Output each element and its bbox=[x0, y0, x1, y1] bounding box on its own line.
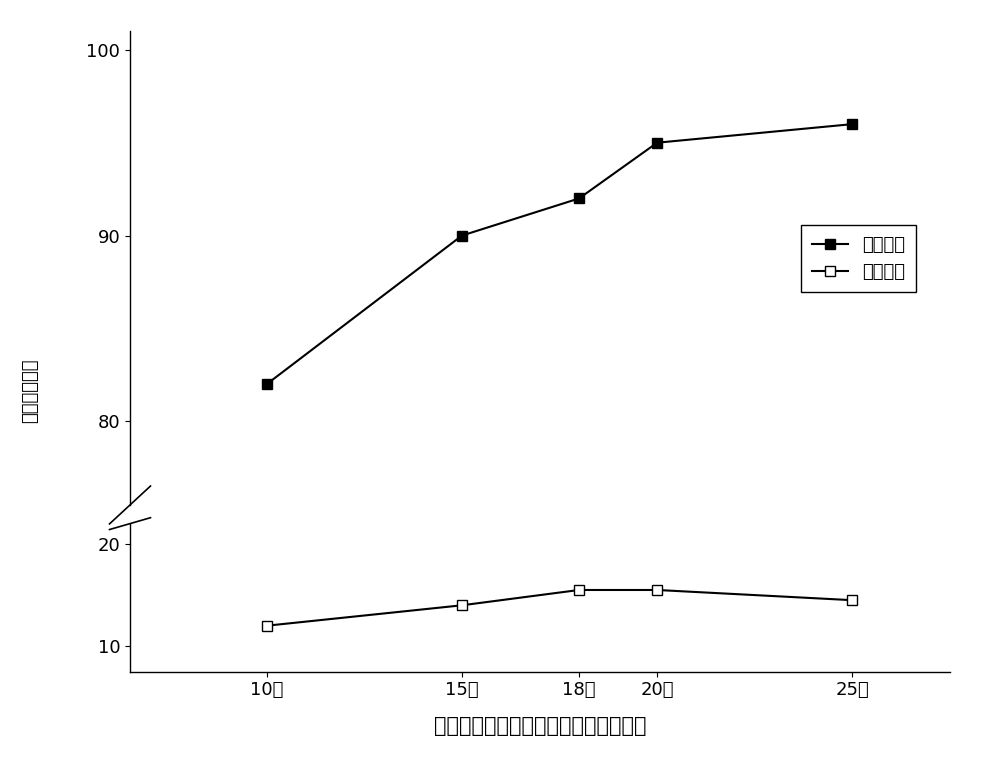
Legend: 实验处理, 空白对照: 实验处理, 空白对照 bbox=[801, 225, 916, 292]
空白对照 bbox=[456, 601, 468, 610]
空白对照 bbox=[573, 585, 585, 594]
X-axis label: 噴洒的双氧水占污染土壤质量的百分数: 噴洒的双氧水占污染土壤质量的百分数 bbox=[434, 716, 646, 736]
实验处理 bbox=[651, 138, 663, 148]
Line: 实验处理: 实验处理 bbox=[262, 119, 857, 389]
实验处理 bbox=[846, 119, 858, 129]
实验处理 bbox=[573, 194, 585, 203]
空白对照 bbox=[261, 621, 273, 630]
空白对照 bbox=[846, 595, 858, 604]
Line: 空白对照: 空白对照 bbox=[262, 585, 857, 630]
Text: 去除率（％）: 去除率（％） bbox=[21, 358, 39, 423]
实验处理 bbox=[261, 380, 273, 389]
实验处理 bbox=[456, 231, 468, 241]
空白对照 bbox=[651, 585, 663, 594]
